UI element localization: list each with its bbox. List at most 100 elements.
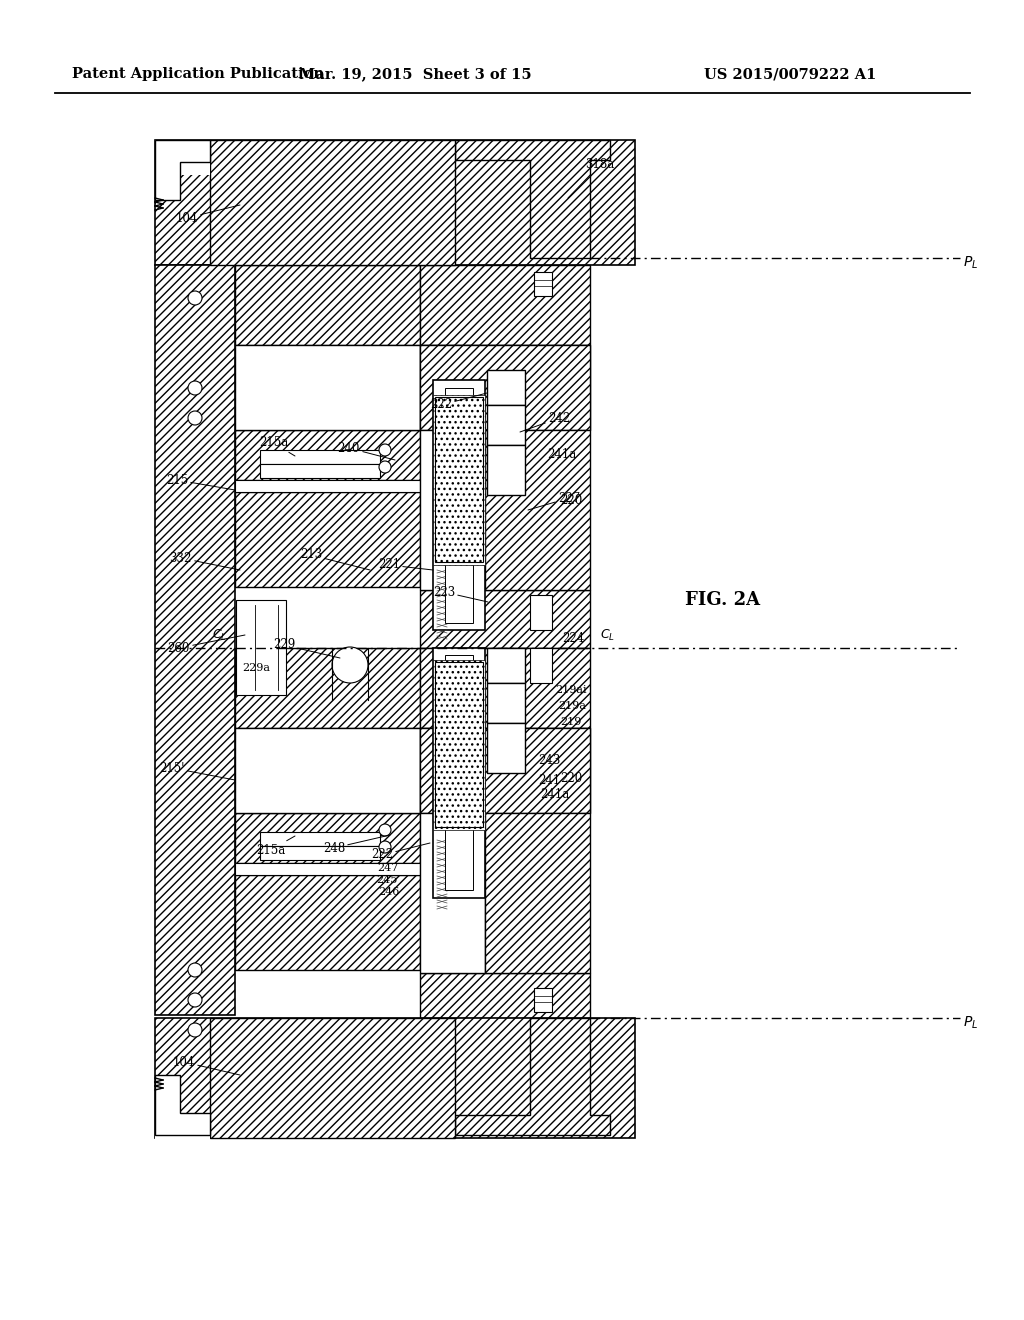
- Bar: [234, 648, 420, 729]
- Bar: [260, 832, 380, 846]
- Bar: [487, 723, 525, 774]
- Bar: [435, 663, 483, 828]
- Text: Mar. 19, 2015  Sheet 3 of 15: Mar. 19, 2015 Sheet 3 of 15: [299, 67, 531, 81]
- Text: 242: 242: [520, 412, 570, 432]
- Text: 219a: 219a: [558, 701, 586, 711]
- Text: 223: 223: [433, 586, 488, 602]
- Bar: [530, 595, 552, 630]
- Circle shape: [379, 461, 391, 473]
- Bar: [487, 445, 525, 495]
- Bar: [236, 601, 286, 696]
- Text: 248: 248: [323, 836, 390, 854]
- Bar: [534, 272, 552, 296]
- Circle shape: [332, 647, 368, 682]
- Circle shape: [188, 1023, 202, 1038]
- Text: 224: 224: [562, 631, 585, 644]
- Text: 240: 240: [338, 441, 395, 459]
- Polygon shape: [455, 140, 610, 257]
- Text: $C_L$: $C_L$: [212, 628, 227, 643]
- Text: 222: 222: [430, 393, 487, 412]
- Text: 213: 213: [300, 549, 370, 570]
- Text: 219: 219: [560, 717, 582, 727]
- Text: 215a: 215a: [256, 836, 295, 857]
- Text: 318a: 318a: [568, 158, 614, 198]
- Text: 332: 332: [170, 552, 240, 570]
- Bar: [234, 863, 420, 875]
- Bar: [234, 430, 420, 480]
- Bar: [487, 648, 525, 682]
- Bar: [155, 140, 210, 176]
- Bar: [435, 397, 483, 562]
- Polygon shape: [155, 140, 210, 201]
- Bar: [420, 345, 590, 430]
- Text: 247: 247: [377, 863, 398, 873]
- Text: FIG. 2A: FIG. 2A: [685, 591, 760, 609]
- Polygon shape: [155, 1074, 210, 1135]
- Bar: [234, 492, 420, 587]
- Bar: [260, 450, 380, 465]
- Bar: [420, 265, 590, 345]
- Text: 260: 260: [168, 635, 245, 655]
- Text: 221: 221: [378, 558, 433, 572]
- Text: Patent Application Publication: Patent Application Publication: [72, 67, 324, 81]
- Text: $C_L$: $C_L$: [600, 628, 615, 643]
- Text: $P_L$: $P_L$: [963, 1015, 978, 1031]
- Text: 229a: 229a: [242, 663, 270, 673]
- Bar: [485, 813, 590, 973]
- Text: 215: 215: [166, 474, 234, 490]
- Bar: [530, 648, 552, 682]
- Bar: [420, 648, 590, 729]
- Text: US 2015/0079222 A1: US 2015/0079222 A1: [703, 67, 877, 81]
- Bar: [433, 380, 485, 630]
- Bar: [234, 265, 420, 345]
- Bar: [485, 430, 590, 590]
- Bar: [420, 813, 485, 973]
- Bar: [260, 846, 380, 861]
- Text: 243: 243: [538, 754, 560, 767]
- Bar: [420, 729, 590, 813]
- Text: 241a: 241a: [540, 788, 569, 801]
- Bar: [155, 265, 234, 1015]
- Bar: [155, 140, 635, 265]
- Bar: [420, 430, 485, 590]
- Text: 229: 229: [272, 639, 340, 657]
- Text: 245: 245: [377, 875, 398, 884]
- Bar: [433, 660, 485, 830]
- Bar: [234, 813, 420, 863]
- Bar: [234, 875, 420, 970]
- Bar: [487, 405, 525, 445]
- Bar: [420, 345, 590, 430]
- Bar: [420, 729, 590, 813]
- Circle shape: [379, 841, 391, 853]
- Polygon shape: [455, 1018, 610, 1135]
- Text: 222: 222: [371, 843, 430, 862]
- Text: $P_L$: $P_L$: [963, 255, 978, 271]
- Text: 227: 227: [528, 491, 581, 510]
- Text: 241: 241: [538, 774, 560, 787]
- Circle shape: [188, 290, 202, 305]
- Bar: [433, 648, 485, 898]
- Bar: [420, 973, 590, 1018]
- Bar: [234, 480, 420, 492]
- Text: 104: 104: [173, 1056, 240, 1074]
- Text: 215a: 215a: [259, 437, 295, 455]
- Bar: [445, 655, 473, 890]
- Text: 246: 246: [379, 887, 400, 898]
- Bar: [234, 729, 420, 813]
- Bar: [487, 682, 525, 723]
- Bar: [534, 987, 552, 1012]
- Text: 215': 215': [160, 762, 234, 780]
- Bar: [420, 590, 590, 648]
- Bar: [445, 388, 473, 623]
- Text: 220: 220: [560, 771, 583, 784]
- Text: 219ai: 219ai: [555, 685, 587, 696]
- Circle shape: [188, 411, 202, 425]
- Circle shape: [379, 824, 391, 836]
- Text: 104: 104: [176, 205, 240, 224]
- Bar: [210, 1018, 455, 1138]
- Text: 241a: 241a: [547, 449, 577, 462]
- Circle shape: [188, 964, 202, 977]
- Text: 220: 220: [560, 494, 583, 507]
- Bar: [260, 465, 380, 478]
- Circle shape: [188, 993, 202, 1007]
